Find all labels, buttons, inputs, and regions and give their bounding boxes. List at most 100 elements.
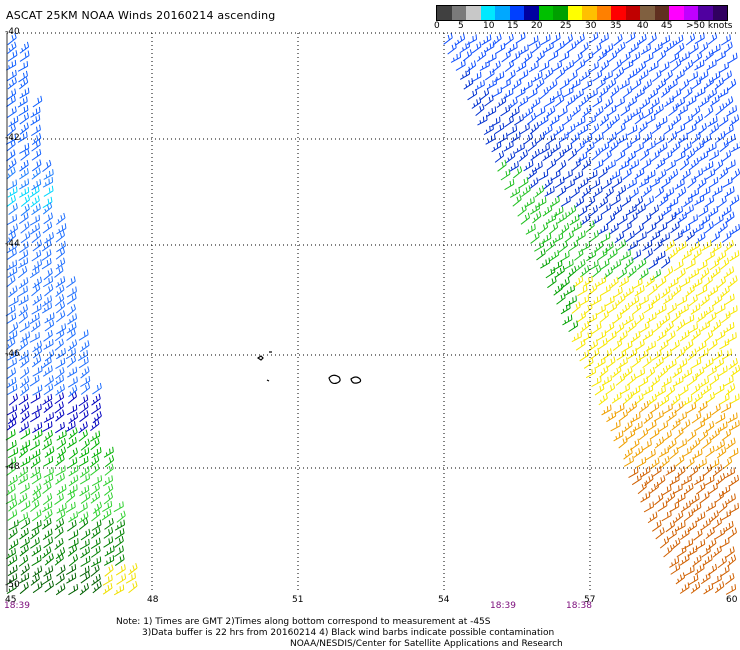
wind-barb [18,554,29,567]
wind-barb [621,221,632,233]
wind-barb [718,62,730,74]
wind-barb [450,52,462,63]
wind-barb [609,140,619,153]
wind-barb [31,179,42,191]
wind-barb [19,421,29,433]
wind-barb [648,283,658,296]
wind-barb [685,229,695,242]
wind-barb [539,87,549,100]
wind-barb [711,266,721,279]
wind-barb [91,526,101,539]
wind-barb [704,77,714,89]
wind-barb [658,365,669,378]
wind-barb [515,87,526,99]
wind-barb [697,260,708,272]
wind-barb [714,159,724,172]
wind-barb [618,276,629,288]
wind-barb [102,574,113,586]
wind-barb [663,545,673,558]
wind-barb [607,131,617,144]
wind-barb [538,114,549,127]
wind-barb [527,87,538,100]
wind-barb [654,356,664,369]
colorbar-swatch [654,6,669,20]
wind-barb [591,322,602,334]
wind-barb [42,438,52,451]
wind-barb [686,402,697,414]
wind-barb [717,196,727,208]
wind-barb [19,439,31,451]
wind-barb [652,42,663,54]
wind-barb [66,564,77,575]
wind-barb [599,310,609,323]
wind-barb [602,70,613,82]
wind-barb [496,96,507,108]
wind-barb [41,249,52,261]
wind-barb [687,373,698,386]
wind-barb [31,490,42,503]
wind-barb [79,538,90,550]
wind-barb [705,391,715,404]
wind-barb [80,546,91,559]
wind-barb [19,87,30,99]
wind-barb [523,160,534,172]
wind-barb [29,312,40,325]
wind-barb [692,554,702,567]
wind-barb [6,167,16,180]
wind-barb [91,573,101,586]
wind-barb [30,320,41,333]
wind-barb [91,393,101,406]
wind-barb [612,176,623,188]
wind-barb [610,85,620,98]
wind-barb [636,257,647,270]
wind-barb [114,536,124,548]
wind-barb [77,502,88,514]
wind-barb [530,203,541,215]
wind-barb [697,401,708,413]
wind-barb [103,527,114,539]
wind-barb [723,520,734,533]
wind-barb [682,395,693,407]
wind-barb [668,78,678,91]
wind-barb [661,484,672,496]
wind-barb [534,185,545,198]
wind-barb [637,61,647,74]
wind-barb [668,247,678,260]
wind-barb [685,148,696,161]
cb-label-35: 35 [610,21,622,31]
wind-barb [726,554,737,567]
wind-barb [90,483,100,496]
wind-barb [634,112,644,125]
wind-barb [589,348,600,360]
wind-barb [692,448,703,460]
wind-barb [17,96,28,108]
wind-barb [604,295,615,307]
wind-barb [632,421,643,432]
wind-barb [612,365,622,378]
wind-barb [125,572,136,584]
wind-barb [490,116,501,128]
note-line-1: Note: 1) Times are GMT 2)Times along bot… [116,617,491,627]
wind-barb [615,149,626,162]
wind-barb [617,133,628,145]
wind-barb [644,474,654,487]
wind-barb [661,204,672,217]
colorbar-swatch [625,6,640,20]
colorbar-labels: 0 5 10 15 20 25 30 35 40 45 >50 knots [428,21,740,33]
wind-barb [643,501,655,513]
wind-barb [31,167,41,180]
wind-barb [471,71,482,83]
wind-barb [592,265,602,278]
wind-barb [602,348,612,360]
note-line-2: 3)Data buffer is 22 hrs from 20160214 4)… [142,628,555,638]
wind-barb [606,330,617,343]
wind-barb [711,574,722,585]
wind-barb [491,141,502,153]
wind-barb [630,385,641,397]
wind-barb [476,49,487,62]
wind-barb [485,68,495,81]
wind-barb [622,113,633,125]
wind-barb [673,260,684,272]
wind-barb [623,391,633,405]
wind-barb [683,195,693,208]
